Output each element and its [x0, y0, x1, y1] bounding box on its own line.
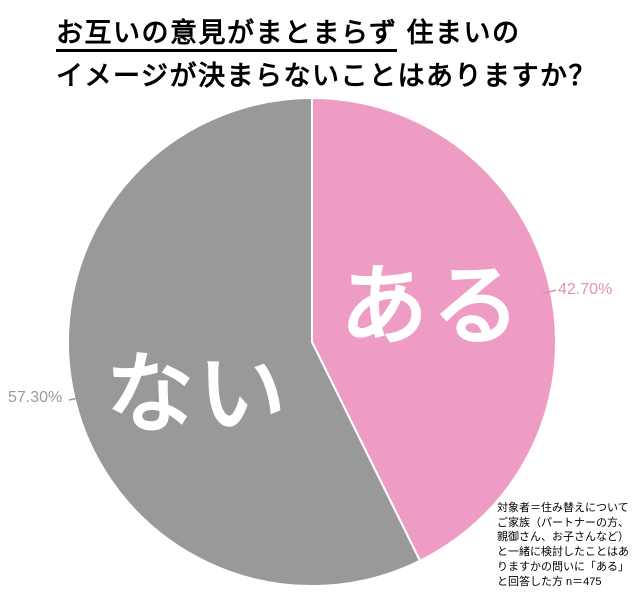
leader-line-nai: [68, 395, 89, 401]
chart-title-line1-rest: 住まいの: [397, 18, 521, 48]
chart-title-line1: お互いの意見がまとまらず 住まいの: [56, 12, 597, 55]
percent-label-aru: 42.70%: [558, 281, 612, 298]
slice-label-nai: ない: [106, 345, 290, 444]
footnote-line: ご家族（パートナーの方、: [497, 516, 629, 529]
footnote-line: りますかの問いに「ある」: [497, 560, 629, 573]
footnote-line: 対象者＝住み替えについて: [497, 502, 629, 514]
pie-slice-nai: [67, 97, 421, 587]
percent-label-nai: 57.30%: [8, 389, 62, 406]
chart-title: お互いの意見がまとまらず 住まいの イメージが決まらないことはありますか？: [56, 12, 597, 98]
leader-line-aru: [541, 289, 557, 295]
footnote-line: 親御さん、お子さんなど）: [497, 531, 629, 544]
pie-slice-aru: [311, 97, 557, 562]
footnote-line: と回答した方 n＝475: [497, 575, 602, 588]
footnote-line: と一緒に検討したことはあ: [497, 546, 629, 559]
footnote: 対象者＝住み替えについて ご家族（パートナーの方、 親御さん、お子さんなど） と…: [497, 501, 637, 589]
slice-label-aru: ある: [340, 257, 524, 356]
chart-title-underlined-text: お互いの意見がまとまらず: [56, 18, 398, 52]
chart-title-line2: イメージが決まらないことはありますか？: [56, 61, 597, 91]
